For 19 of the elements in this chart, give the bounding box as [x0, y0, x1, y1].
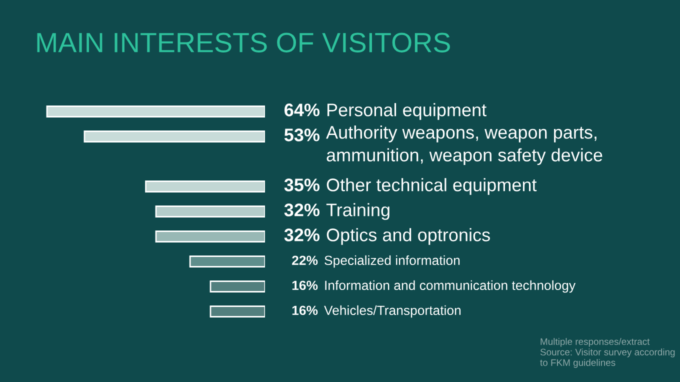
data-label: 16% — [292, 280, 318, 290]
y-tick-label: Vehicles/Transportation — [324, 305, 461, 318]
chart-title: MAIN INTERESTS OF VISITORS — [37, 32, 450, 52]
text: Multiple responses/extract — [540, 338, 650, 347]
source-note: Source: Visitor survey according to FKM guidelines — [540, 348, 675, 368]
data-label: 22% — [292, 256, 318, 266]
y-tick-label: Personal equipment — [327, 103, 486, 120]
y-tick-label: Other technical equipment — [326, 178, 537, 195]
data-label: 35% — [284, 178, 320, 192]
data-label: 64% — [284, 104, 320, 116]
data-label: 16% — [292, 306, 318, 316]
y-tick-label: Authority weapons, weapon parts, ammunition, weapon safety device — [326, 126, 602, 166]
data-label: 53% — [284, 128, 320, 142]
y-tick-label: Information and communication technology — [325, 280, 576, 293]
y-tick-label: Optics and optronics — [326, 228, 490, 245]
data-label: 32% — [284, 228, 320, 242]
data-label: 32% — [284, 204, 320, 216]
y-tick-label: Specialized information — [324, 255, 460, 268]
y-tick-label: Training — [326, 203, 390, 220]
